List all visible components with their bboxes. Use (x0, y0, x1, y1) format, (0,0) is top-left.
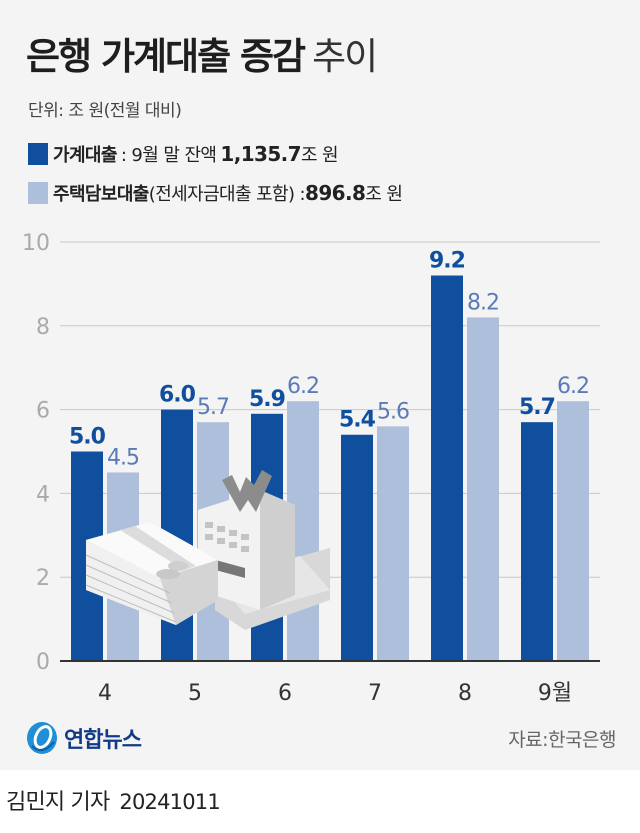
x-tick-label: 5 (188, 681, 202, 706)
y-tick-label: 2 (36, 566, 50, 591)
value-label-household-loans: 5.0 (69, 425, 106, 450)
value-label-mortgage-loans: 5.7 (197, 395, 229, 420)
unit-label: 단위: 조 원(전월 대비) (28, 101, 182, 121)
logo-text: 연합뉴스 (64, 728, 142, 753)
value-label-household-loans: 5.7 (519, 395, 555, 420)
value-label-mortgage-loans: 6.2 (287, 374, 319, 399)
value-label-mortgage-loans: 5.6 (377, 399, 409, 424)
value-label-mortgage-loans: 8.2 (467, 290, 499, 315)
value-label-household-loans: 5.4 (339, 408, 376, 433)
title-bold: 은행 가계대출 증감 (26, 35, 306, 78)
bar-household-loans (341, 434, 373, 661)
bank-money-illustration (85, 470, 330, 630)
legend-value: 1,135.7 (220, 142, 301, 166)
title-light: 추이 (312, 35, 378, 78)
legend-name: 가계대출 (53, 145, 117, 166)
legend-value: 896.8 (305, 181, 366, 205)
x-tick-label: 4 (98, 681, 112, 706)
legend-swatch-dark (28, 143, 48, 165)
bar-household-loans (431, 275, 463, 661)
bar-mortgage-loans (467, 317, 499, 661)
y-tick-label: 6 (36, 399, 50, 424)
page-title: 은행 가계대출 증감 추이 (26, 26, 378, 80)
reporter-name: 김민지 기자 (6, 790, 110, 815)
x-tick-label: 6 (278, 681, 292, 706)
x-tick-label: 7 (368, 681, 382, 706)
legend-desc: : 9월 말 잔액 (120, 145, 217, 166)
bar-mortgage-loans (377, 426, 409, 661)
legend-name: 주택담보대출 (53, 184, 149, 205)
x-tick-label: 9월 (538, 681, 572, 706)
y-tick-label: 4 (36, 482, 50, 507)
source-label: 자료:한국은행 (508, 729, 616, 751)
yonhap-logo: 연합뉴스 (24, 720, 142, 756)
y-tick-label: 10 (22, 231, 50, 256)
value-label-household-loans: 5.9 (249, 387, 285, 412)
value-label-mortgage-loans: 6.2 (557, 374, 589, 399)
value-label-household-loans: 9.2 (429, 249, 465, 274)
byline: 김민지 기자 20241011 (6, 784, 221, 816)
legend-item-mortgage-loans: 주택담보대출 (전세자금대출 포함) : 896.8 조 원 (28, 180, 403, 206)
legend-suffix: 조 원 (365, 184, 403, 205)
publish-date: 20241011 (119, 790, 220, 814)
legend-suffix: 조 원 (300, 145, 339, 166)
y-tick-label: 8 (36, 315, 50, 340)
legend-swatch-light (28, 182, 48, 204)
bar-mortgage-loans (557, 401, 589, 661)
yonhap-globe-icon (27, 722, 57, 754)
value-label-mortgage-loans: 4.5 (107, 445, 139, 470)
x-tick-label: 8 (458, 681, 472, 706)
legend-desc: (전세자금대출 포함) : (148, 184, 306, 205)
legend-item-household-loans: 가계대출 : 9월 말 잔액 1,135.7 조 원 (28, 141, 339, 167)
y-tick-label: 0 (36, 650, 50, 675)
bar-household-loans (521, 422, 553, 661)
value-label-household-loans: 6.0 (159, 383, 196, 408)
